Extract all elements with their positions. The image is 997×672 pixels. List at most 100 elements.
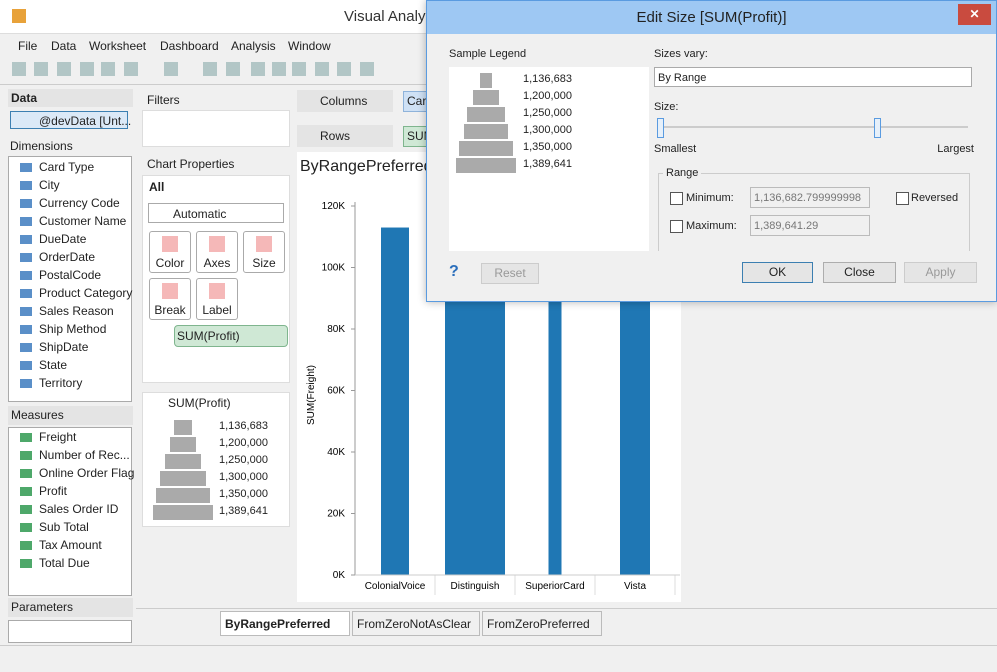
dimensions-header: Dimensions (10, 139, 73, 153)
menu-item[interactable]: Worksheet (89, 39, 147, 53)
measure-item[interactable]: Freight (39, 430, 77, 444)
toolbar-icon[interactable] (272, 62, 286, 76)
minimum-input[interactable]: 1,136,682.799999998 (750, 187, 870, 208)
toolbar-icon[interactable] (226, 62, 240, 76)
menu-item[interactable]: Dashboard (160, 39, 219, 53)
reset-button[interactable]: Reset (481, 263, 539, 284)
toolbar-icon[interactable] (164, 62, 178, 76)
legend-box (153, 505, 213, 520)
sheet-tab[interactable]: FromZeroPreferred (482, 611, 602, 636)
property-button[interactable]: Color (149, 231, 191, 273)
dimension-item[interactable]: Ship Method (39, 322, 107, 336)
property-button[interactable]: Size (243, 231, 285, 273)
dimension-icon (20, 361, 32, 370)
dimension-item[interactable]: Currency Code (39, 196, 120, 210)
sizes-vary-dropdown[interactable]: By Range (654, 67, 972, 87)
legend-box (165, 454, 201, 469)
dimension-icon (20, 217, 32, 226)
measure-item[interactable]: Number of Rec... (39, 448, 130, 462)
legend-box (473, 90, 499, 105)
dimension-item[interactable]: ShipDate (39, 340, 89, 354)
measure-icon (20, 433, 32, 442)
toolbar-icon[interactable] (337, 62, 351, 76)
dimension-item[interactable]: Sales Reason (39, 304, 114, 318)
y-tick-label: 100K (322, 263, 346, 274)
maximum-input[interactable]: 1,389,641.29 (750, 215, 870, 236)
toolbar-icon[interactable] (12, 62, 26, 76)
minimum-checkbox[interactable] (670, 192, 683, 205)
menu-item[interactable]: File (18, 39, 38, 53)
size-pill[interactable]: SUM(Profit) (174, 325, 288, 347)
toolbar-icon[interactable] (315, 62, 329, 76)
menu-item[interactable]: Window (288, 39, 331, 53)
toolbar-icon[interactable] (80, 62, 94, 76)
dialog-title: Edit Size [SUM(Profit)] (636, 9, 787, 26)
data-source[interactable]: @devData [Unt... (10, 111, 131, 129)
close-button[interactable]: Close (823, 262, 896, 283)
dimension-item[interactable]: DueDate (39, 232, 87, 246)
property-button[interactable]: Axes (196, 231, 238, 273)
help-button[interactable]: ? (449, 263, 459, 280)
status-bar (0, 645, 997, 672)
dimension-icon (20, 181, 32, 190)
toolbar-icon[interactable] (124, 62, 138, 76)
menu-item[interactable]: Data (51, 39, 77, 53)
toolbar-icon[interactable] (360, 62, 374, 76)
sample-legend-label: Sample Legend (449, 48, 527, 60)
dimension-item[interactable]: Territory (39, 376, 83, 390)
measure-item[interactable]: Online Order Flag (39, 466, 135, 480)
legend-box (170, 437, 196, 452)
button-label: Break (154, 303, 186, 317)
size-label: Size: (654, 101, 679, 113)
size-legend-card (142, 392, 290, 527)
sheet-tab[interactable]: ByRangePreferred (220, 611, 350, 636)
slider-min-handle[interactable] (657, 118, 664, 138)
filters-shelf (142, 110, 290, 147)
menu-item[interactable]: Analysis (231, 39, 276, 53)
dimension-item[interactable]: Card Type (39, 160, 95, 174)
toolbar-icon[interactable] (203, 62, 217, 76)
y-tick-label: 60K (327, 386, 345, 397)
measure-item[interactable]: Tax Amount (39, 538, 102, 552)
close-x[interactable]: ✕ (958, 4, 991, 25)
legend-label: 1,300,000 (219, 471, 268, 483)
dimension-item[interactable]: Customer Name (39, 214, 127, 228)
mark-type-dropdown[interactable]: Automatic (148, 203, 284, 223)
ok-button[interactable]: OK (742, 262, 813, 283)
dimension-icon (20, 289, 32, 298)
x-tick-label: Distinguish (451, 581, 500, 592)
dimension-item[interactable]: City (39, 178, 60, 192)
dimension-item[interactable]: OrderDate (39, 250, 96, 264)
property-button[interactable]: Break (149, 278, 191, 320)
y-tick-label: 20K (327, 509, 345, 520)
legend-label: 1,136,683 (523, 73, 572, 85)
measure-icon (20, 469, 32, 478)
dimension-icon (20, 271, 32, 280)
toolbar-icon[interactable] (57, 62, 71, 76)
y-tick-label: 0K (333, 570, 346, 581)
dimension-item[interactable]: State (39, 358, 68, 372)
measure-item[interactable]: Sales Order ID (39, 502, 119, 516)
reversed-checkbox[interactable] (896, 192, 909, 205)
measure-item[interactable]: Total Due (39, 556, 90, 570)
measure-icon (20, 487, 32, 496)
slider-max-handle[interactable] (874, 118, 881, 138)
legend-box (156, 488, 210, 503)
measures-header: Measures (8, 406, 133, 425)
toolbar-icon[interactable] (251, 62, 265, 76)
toolbar-icon[interactable] (34, 62, 48, 76)
property-button[interactable]: Label (196, 278, 238, 320)
apply-button[interactable]: Apply (904, 262, 977, 283)
dimension-item[interactable]: Product Category (39, 286, 133, 300)
toolbar-icon[interactable] (292, 62, 306, 76)
measure-item[interactable]: Sub Total (39, 520, 89, 534)
sheet-tab[interactable]: FromZeroNotAsClear (352, 611, 480, 636)
maximum-checkbox[interactable] (670, 220, 683, 233)
range-group (658, 173, 970, 251)
dimension-item[interactable]: PostalCode (39, 268, 102, 282)
dimension-icon (20, 253, 32, 262)
button-icon (256, 236, 272, 252)
measure-item[interactable]: Profit (39, 484, 68, 498)
x-tick-label: Vista (624, 581, 646, 592)
toolbar-icon[interactable] (101, 62, 115, 76)
